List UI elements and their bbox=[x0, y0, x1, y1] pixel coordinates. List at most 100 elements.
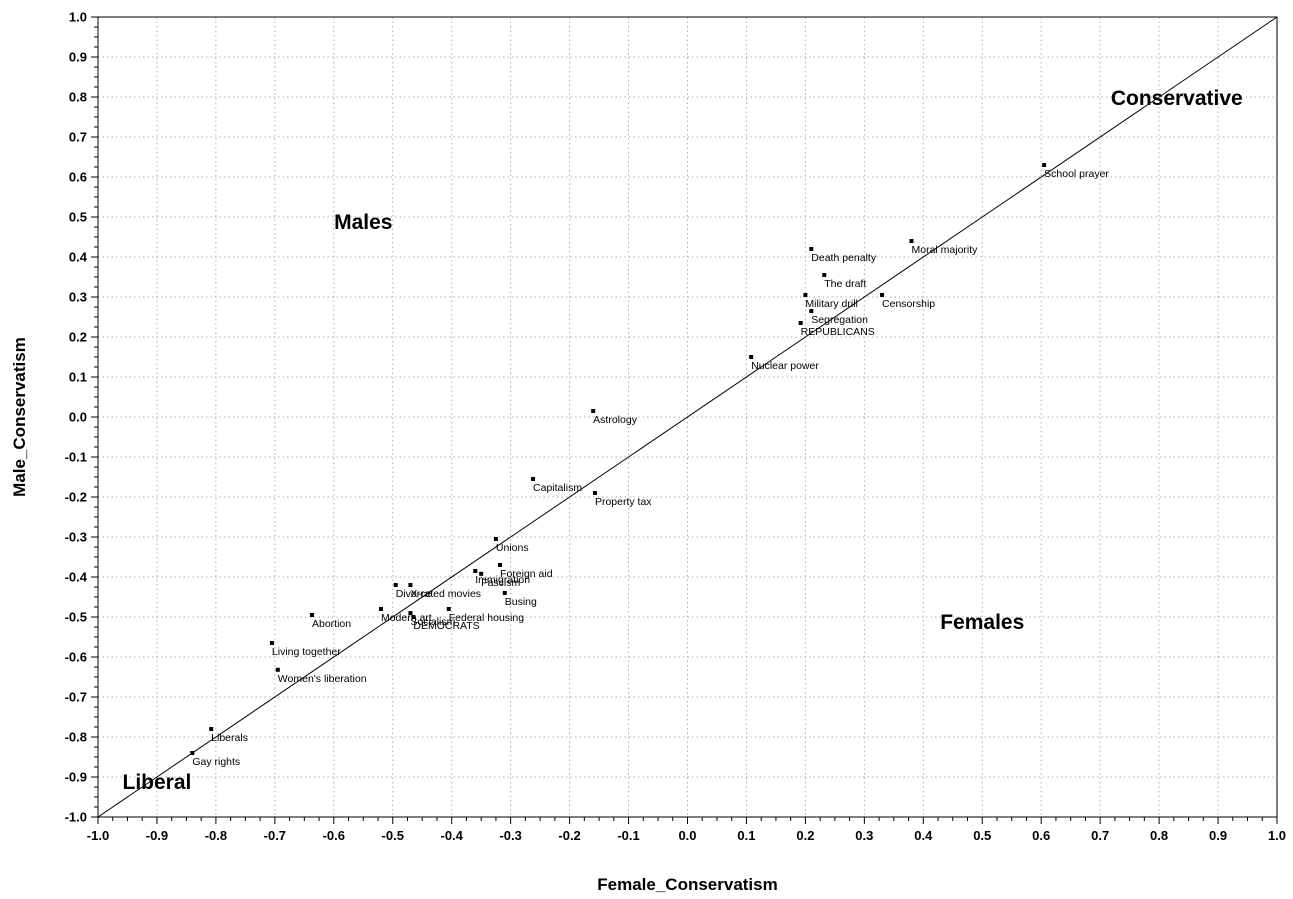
x-tick-label: 0.1 bbox=[737, 828, 755, 843]
y-tick-label: 0.6 bbox=[69, 170, 87, 185]
data-point-label: School prayer bbox=[1044, 168, 1109, 180]
x-tick-label: -0.3 bbox=[499, 828, 521, 843]
data-point bbox=[1042, 163, 1047, 167]
y-tick-label: -0.3 bbox=[65, 530, 87, 545]
data-point bbox=[498, 563, 503, 567]
region-label: Females bbox=[940, 611, 1024, 634]
data-point bbox=[411, 615, 416, 619]
data-point bbox=[531, 477, 536, 481]
data-point-label: Women's liberation bbox=[278, 673, 367, 685]
data-point bbox=[880, 293, 885, 297]
data-point-label: The draft bbox=[824, 278, 866, 290]
y-tick-label: 0.2 bbox=[69, 330, 87, 345]
data-point bbox=[822, 273, 827, 277]
data-point bbox=[909, 239, 914, 243]
y-tick-label: -1.0 bbox=[65, 810, 87, 825]
data-point-label: Unions bbox=[496, 542, 529, 554]
y-tick-label: 0.8 bbox=[69, 90, 87, 105]
data-point bbox=[479, 571, 484, 576]
data-point-label: Property tax bbox=[595, 496, 652, 508]
x-tick-label: 0.9 bbox=[1209, 828, 1227, 843]
data-point-label: Military drill bbox=[805, 298, 858, 310]
data-point bbox=[809, 247, 814, 251]
data-point-label: Living together bbox=[272, 646, 341, 658]
y-tick-label: 0.5 bbox=[69, 210, 87, 225]
data-point bbox=[591, 409, 596, 413]
data-point-label: REPUBLICANS bbox=[801, 326, 875, 338]
x-tick-label: -0.7 bbox=[264, 828, 286, 843]
y-tick-label: -0.6 bbox=[65, 650, 87, 665]
axis-ticks: -1.0-1.0 -0.9 -0.9 -0.8 -0.8 -0.7 -0.7 -0.6 -0.6… bbox=[65, 10, 1286, 844]
y-tick-label: 0.9 bbox=[69, 50, 87, 65]
data-point-label: Abortion bbox=[312, 618, 351, 630]
data-point-label: Immigration bbox=[475, 574, 530, 586]
data-point-label: Astrology bbox=[593, 414, 638, 426]
data-point-label: X-rated movies bbox=[410, 588, 481, 600]
data-point bbox=[275, 667, 280, 672]
data-point-label: Death penalty bbox=[811, 252, 877, 264]
data-point bbox=[592, 491, 597, 495]
data-point-label: Modern art bbox=[381, 612, 432, 624]
data-point bbox=[493, 537, 498, 541]
y-tick-label: 0.7 bbox=[69, 130, 87, 145]
data-point-label: Moral majority bbox=[912, 244, 979, 256]
data-point bbox=[473, 569, 478, 573]
x-tick-label: 0.6 bbox=[1032, 828, 1050, 843]
x-axis-title: Female_Conservatism bbox=[597, 875, 777, 894]
data-point-label: Segregation bbox=[811, 314, 868, 326]
data-point bbox=[749, 355, 754, 359]
y-tick-label: -0.8 bbox=[65, 730, 87, 745]
x-tick-label: 0.8 bbox=[1150, 828, 1168, 843]
data-point bbox=[502, 591, 507, 595]
data-point bbox=[309, 613, 314, 617]
x-tick-label: 1.0 bbox=[1268, 828, 1286, 843]
data-point bbox=[393, 583, 398, 587]
region-labels: Conservative Males Females Liberal bbox=[123, 87, 1243, 794]
x-tick-label: 0.0 bbox=[678, 828, 696, 843]
x-tick-label: -0.9 bbox=[146, 828, 168, 843]
y-tick-label: 0.0 bbox=[69, 410, 87, 425]
x-tick-label: -0.4 bbox=[440, 828, 463, 843]
x-tick-label: -0.1 bbox=[617, 828, 639, 843]
data-point-label: Gay rights bbox=[192, 756, 240, 768]
data-point-label: Censorship bbox=[882, 298, 935, 310]
x-tick-label: 0.2 bbox=[796, 828, 814, 843]
data-point bbox=[269, 641, 274, 645]
y-tick-label: -0.2 bbox=[65, 490, 87, 505]
data-point bbox=[378, 607, 383, 611]
x-tick-label: -0.2 bbox=[558, 828, 580, 843]
data-point-label: Federal housing bbox=[449, 612, 524, 624]
data-point-label: DEMOCRATS bbox=[413, 620, 479, 632]
y-tick-label: 0.1 bbox=[69, 370, 87, 385]
data-point bbox=[809, 309, 814, 313]
data-point bbox=[798, 321, 803, 325]
x-tick-label: -0.8 bbox=[205, 828, 227, 843]
data-point-label: Foreign aid bbox=[500, 568, 553, 580]
x-tick-label: 0.5 bbox=[973, 828, 991, 843]
y-tick-label: -0.9 bbox=[65, 770, 87, 785]
data-points: School prayer Moral majority Death penalty… bbox=[190, 163, 1109, 768]
data-point bbox=[190, 751, 195, 755]
x-tick-label: 0.7 bbox=[1091, 828, 1109, 843]
x-tick-label: 0.3 bbox=[855, 828, 873, 843]
data-point-label: Nuclear power bbox=[751, 360, 819, 372]
data-point-label: Divorce bbox=[396, 588, 432, 600]
y-tick-label: 0.3 bbox=[69, 290, 87, 305]
data-point-label: Busing bbox=[505, 596, 537, 608]
x-tick-label: -0.5 bbox=[382, 828, 404, 843]
y-tick-label: -0.1 bbox=[65, 450, 87, 465]
y-tick-label: 1.0 bbox=[69, 10, 87, 25]
x-tick-label: -1.0 bbox=[87, 828, 109, 843]
y-tick-label: -0.7 bbox=[65, 690, 87, 705]
data-point bbox=[803, 293, 808, 297]
y-tick-label: 0.4 bbox=[69, 250, 88, 265]
data-point-label: Socialism bbox=[410, 616, 455, 628]
gridlines bbox=[98, 17, 1277, 817]
x-tick-label: -0.6 bbox=[323, 828, 345, 843]
data-point-label: Liberals bbox=[211, 732, 248, 744]
data-point-label: Capitalism bbox=[533, 482, 582, 494]
reference-line-y-equals-x bbox=[97, 16, 1278, 818]
y-tick-label: -0.5 bbox=[65, 610, 87, 625]
data-point bbox=[446, 607, 451, 611]
